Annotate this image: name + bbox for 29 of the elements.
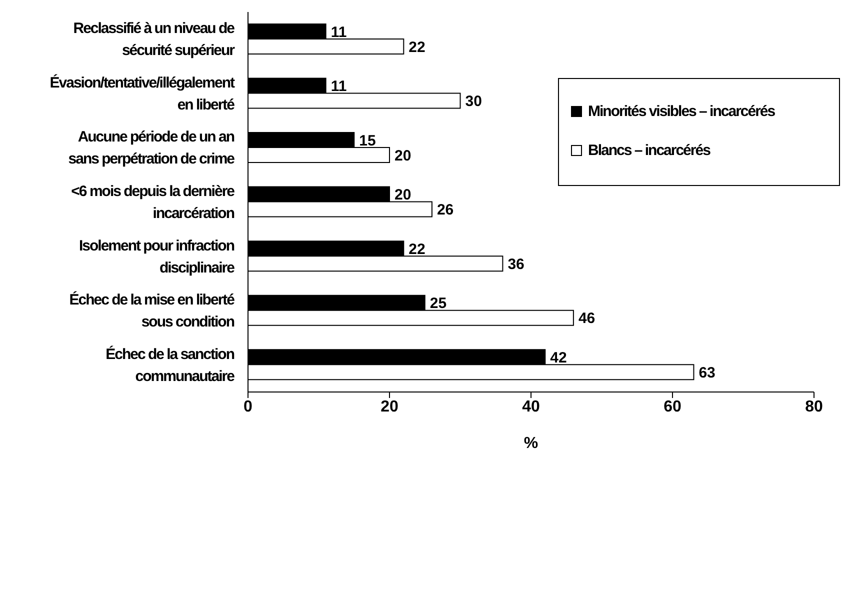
y-tick-label: Reclassifié à un niveau de sécurité supérieur — [73, 20, 236, 59]
legend-label: Minorités visibles – incarcérés — [588, 103, 775, 120]
y-tick-label: Aucune période de un an sans perpétration de crime — [68, 128, 235, 168]
data-label: 30 — [465, 93, 482, 110]
x-tick-label: 60 — [664, 398, 682, 416]
data-label: 20 — [394, 147, 412, 164]
x-tick-label: 80 — [805, 398, 823, 416]
x-tick-label: 40 — [522, 398, 540, 416]
data-label: 11 — [330, 78, 347, 96]
x-tick-label: 0 — [244, 398, 253, 416]
data-label: 42 — [550, 349, 567, 366]
y-tick-label: Échec de la sanction communautaire — [106, 344, 235, 384]
data-label: 25 — [430, 295, 447, 312]
data-label: 26 — [436, 202, 454, 219]
y-tick-label: Échec de la mise en liberté sous condition — [69, 290, 235, 330]
data-label: 15 — [359, 132, 376, 150]
y-tick-label: Isolement pour infraction disciplinaire — [78, 236, 235, 276]
y-tick-label: Évasion/tentative/illégalement en liberté — [50, 72, 235, 113]
legend-label: Blancs – incarcérés — [588, 142, 710, 159]
y-tick-label: <6 mois depuis la dernière incarcération — [71, 182, 235, 222]
x-tick-label: 20 — [380, 398, 398, 416]
data-label: 36 — [508, 256, 524, 273]
data-label: 20 — [394, 186, 412, 204]
data-label: 22 — [408, 240, 426, 258]
data-label: 46 — [578, 310, 596, 328]
data-label: 63 — [698, 364, 716, 382]
data-label: 11 — [330, 24, 347, 41]
data-label: 22 — [408, 38, 426, 56]
x-axis-title: % — [524, 435, 538, 452]
